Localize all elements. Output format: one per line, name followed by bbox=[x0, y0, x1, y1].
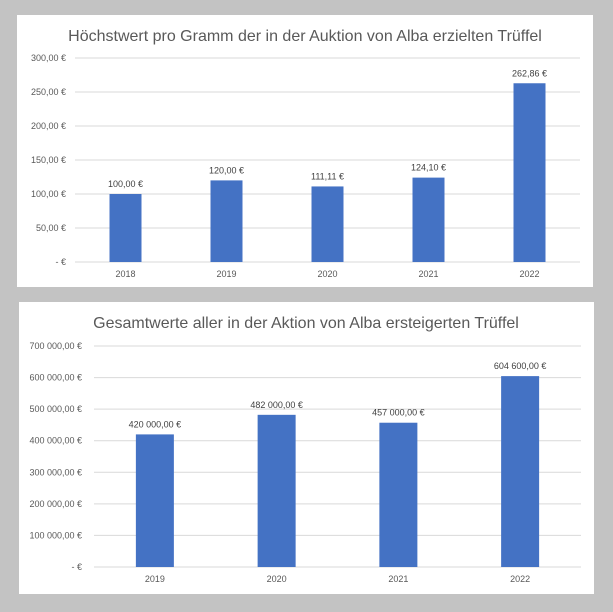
y-tick-label: 200 000,00 € bbox=[29, 499, 82, 509]
data-label-2021: 124,10 € bbox=[411, 163, 446, 173]
bar-2020 bbox=[311, 186, 344, 262]
data-label-2021: 457 000,00 € bbox=[372, 408, 425, 418]
data-label-2018: 100,00 € bbox=[108, 179, 143, 189]
y-tick-label: 500 000,00 € bbox=[29, 404, 82, 414]
x-tick-label-2018: 2018 bbox=[115, 269, 135, 279]
y-tick-label: 700 000,00 € bbox=[29, 341, 82, 351]
y-tick-label: 150,00 € bbox=[31, 155, 66, 165]
y-tick-label: - € bbox=[71, 562, 82, 572]
x-tick-label-2022: 2022 bbox=[510, 574, 530, 584]
y-tick-label: 600 000,00 € bbox=[29, 373, 82, 383]
bar-chart-max-price-per-gram: Höchstwert pro Gramm der in der Auktion … bbox=[31, 28, 580, 279]
y-tick-label: 400 000,00 € bbox=[29, 436, 82, 446]
bar-2021 bbox=[379, 422, 418, 567]
x-tick-label-2019: 2019 bbox=[145, 574, 165, 584]
x-tick-label-2021: 2021 bbox=[418, 269, 438, 279]
x-tick-label-2021: 2021 bbox=[388, 574, 408, 584]
y-tick-label: 300,00 € bbox=[31, 53, 66, 63]
bar-2020 bbox=[257, 414, 296, 567]
chart-panel-total-value: Gesamtwerte aller in der Aktion von Alba… bbox=[19, 302, 594, 594]
bar-2019 bbox=[135, 434, 174, 567]
y-tick-label: 100,00 € bbox=[31, 189, 66, 199]
data-label-2022: 262,86 € bbox=[512, 68, 547, 78]
x-tick-label-2019: 2019 bbox=[216, 269, 236, 279]
y-tick-label: 300 000,00 € bbox=[29, 467, 82, 477]
bar-2018 bbox=[109, 194, 142, 262]
data-label-2019: 420 000,00 € bbox=[129, 419, 182, 429]
y-tick-label: 250,00 € bbox=[31, 87, 66, 97]
x-tick-label-2020: 2020 bbox=[317, 269, 337, 279]
data-label-2022: 604 600,00 € bbox=[494, 361, 547, 371]
data-label-2020: 482 000,00 € bbox=[250, 400, 303, 410]
bar-2019 bbox=[210, 180, 243, 262]
bar-chart-total-value: Gesamtwerte aller in der Aktion von Alba… bbox=[29, 315, 581, 584]
y-tick-label: 50,00 € bbox=[36, 223, 66, 233]
x-tick-label-2020: 2020 bbox=[267, 574, 287, 584]
data-label-2019: 120,00 € bbox=[209, 165, 244, 175]
data-label-2020: 111,11 € bbox=[311, 171, 344, 181]
bar-2022 bbox=[501, 376, 540, 567]
chart-title: Höchstwert pro Gramm der in der Auktion … bbox=[68, 28, 542, 45]
bar-2021 bbox=[412, 177, 445, 262]
x-tick-label-2022: 2022 bbox=[519, 269, 539, 279]
bar-2022 bbox=[513, 83, 546, 262]
y-tick-label: 200,00 € bbox=[31, 121, 66, 131]
y-tick-label: 100 000,00 € bbox=[29, 530, 82, 540]
chart-title: Gesamtwerte aller in der Aktion von Alba… bbox=[93, 315, 519, 332]
chart-panel-max-price-per-gram: Höchstwert pro Gramm der in der Auktion … bbox=[17, 15, 593, 287]
y-tick-label: - € bbox=[55, 257, 66, 267]
